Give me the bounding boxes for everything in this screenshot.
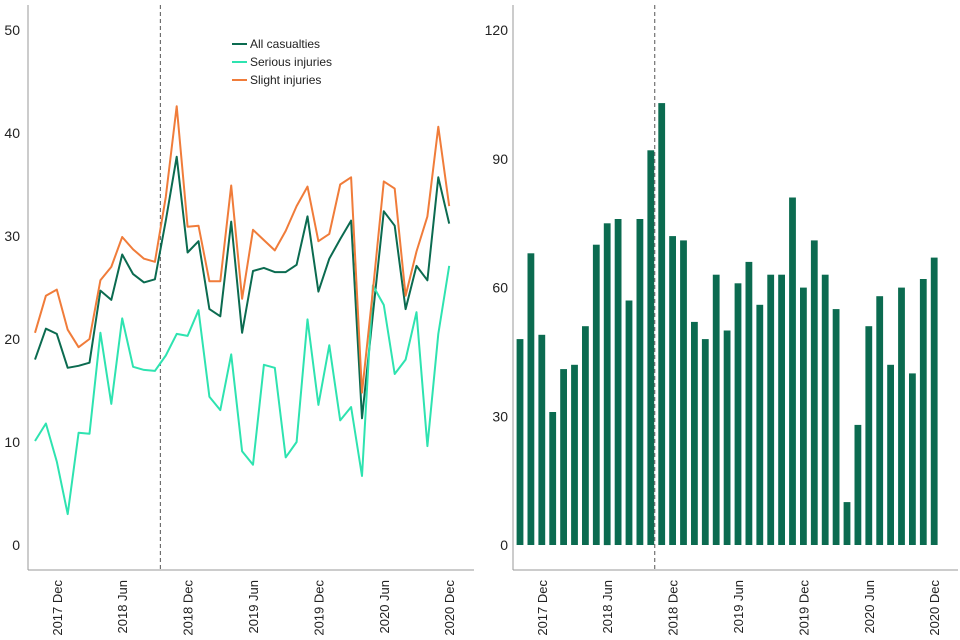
x-tick-label: 2018 Jun: [115, 580, 130, 634]
bar: [756, 304, 764, 545]
x-tick-label: 2018 Dec: [666, 580, 681, 636]
line-chart-casualties: 0 10 20 30 40 50 2017 Dec 2018 Jun 2018 Dec 2019 …: [4, 5, 474, 636]
bar: [571, 364, 578, 545]
y-tick-label: 30: [4, 228, 20, 244]
bar: [734, 283, 742, 545]
x-tick-label: 2017 Dec: [50, 580, 65, 636]
bar: [603, 223, 611, 546]
bar: [701, 339, 709, 545]
legend-label: Serious injuries: [250, 55, 332, 69]
bar: [712, 274, 720, 545]
bar: [789, 197, 796, 545]
bar: [636, 219, 644, 545]
bar: [843, 502, 851, 545]
bar: [898, 287, 905, 545]
legend-label: Slight injuries: [250, 73, 321, 87]
bar: [821, 274, 829, 545]
bar: [745, 261, 753, 545]
y-tick-label: 60: [492, 280, 508, 296]
bar: [658, 103, 666, 545]
bar: [778, 274, 785, 545]
bar: [592, 244, 600, 545]
y-tick-label: 120: [485, 22, 509, 38]
y-tick-label: 0: [12, 537, 20, 553]
y-tick-label: 20: [4, 331, 20, 347]
x-tick-label: 2017 Dec: [535, 580, 550, 636]
bar: [723, 330, 731, 545]
x-tick-label: 2019 Dec: [796, 580, 811, 636]
x-tick-label: 2019 Dec: [311, 580, 326, 636]
y-tick-label: 10: [4, 434, 20, 450]
bar: [919, 279, 927, 545]
bar: [527, 253, 535, 546]
bar: [810, 240, 818, 545]
bar: [625, 300, 633, 545]
bar: [930, 257, 938, 545]
x-tick-label: 2020 Dec: [442, 580, 457, 636]
bar: [680, 240, 687, 545]
bar: [560, 369, 567, 545]
bar: [538, 334, 546, 545]
bar: [669, 236, 676, 545]
bar: [909, 373, 916, 545]
x-tick-label: 2019 Jun: [731, 580, 746, 634]
bar: [800, 287, 807, 545]
x-tick-label: 2020 Jun: [377, 580, 392, 634]
y-tick-label: 50: [4, 22, 20, 38]
bar: [887, 364, 894, 545]
bar: [549, 412, 557, 545]
bar: [614, 219, 622, 545]
bar: [854, 424, 862, 545]
legend-label: All casualties: [250, 37, 320, 51]
bar: [876, 296, 884, 545]
bar: [865, 326, 873, 545]
x-tick-label: 2018 Dec: [181, 580, 196, 636]
bar: [647, 150, 655, 546]
bar: [582, 326, 589, 545]
bar: [767, 274, 775, 545]
y-tick-label: 40: [4, 125, 20, 141]
bar: [691, 321, 698, 545]
bar: [832, 309, 840, 545]
series-line-serious-injuries: [34, 265, 451, 516]
y-tick-label: 0: [500, 537, 508, 553]
x-tick-label: 2020 Jun: [862, 580, 877, 634]
y-tick-label: 30: [492, 408, 508, 424]
bar: [516, 339, 524, 545]
bar-chart-totals: 0 30 60 90 120 2017 Dec 2018 Jun 2018 Dec 2019 J…: [485, 5, 958, 636]
y-tick-label: 90: [492, 151, 508, 167]
x-tick-label: 2020 Dec: [927, 580, 942, 636]
series-line-all-casualties: [34, 155, 451, 420]
series-line-slight-injuries: [34, 105, 451, 394]
x-tick-label: 2018 Jun: [600, 580, 615, 634]
x-tick-label: 2019 Jun: [246, 580, 261, 634]
